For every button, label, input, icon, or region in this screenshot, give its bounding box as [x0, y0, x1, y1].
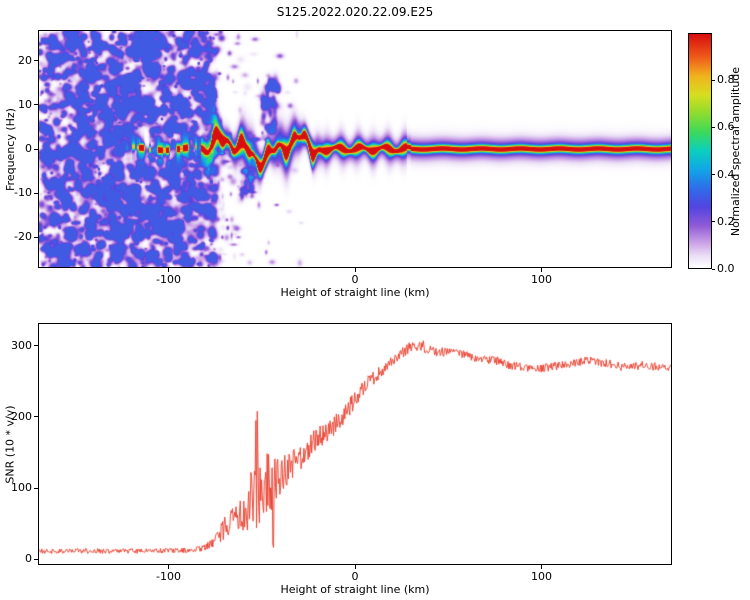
colorbar-tick-label: 0.2: [717, 214, 735, 228]
x-tick: [540, 268, 542, 272]
y-tick: [34, 487, 38, 489]
bottom-xlabel: Height of straight line (km): [280, 583, 430, 596]
x-tick-label: -100: [156, 273, 181, 286]
x-tick-label: 0: [351, 570, 359, 583]
x-tick-label: 100: [530, 570, 552, 583]
y-tick-label: 300: [11, 338, 32, 352]
y-tick: [34, 345, 38, 347]
top-xlabel: Height of straight line (km): [280, 286, 430, 299]
spectrogram-canvas: [39, 31, 671, 267]
x-tick: [540, 565, 542, 569]
y-tick: [34, 148, 38, 150]
y-tick-label: 200: [11, 409, 32, 423]
x-tick: [354, 268, 356, 272]
colorbar-tick-label: 0.0: [717, 262, 735, 275]
colorbar-tick: [712, 126, 715, 128]
y-tick-label: 0: [25, 142, 32, 155]
colorbar-label: Normalized spectral amplitude: [729, 66, 743, 236]
x-tick-label: 0: [351, 273, 359, 286]
colorbar-tick-label: 0.8: [717, 73, 735, 87]
y-tick: [34, 60, 38, 62]
y-tick-label: 100: [11, 481, 32, 495]
x-tick: [354, 565, 356, 569]
colorbar-tick: [712, 174, 715, 176]
y-tick-label: 20: [18, 53, 32, 67]
x-tick-label: 100: [530, 273, 552, 286]
colorbar-tick: [712, 268, 715, 270]
x-tick: [168, 565, 170, 569]
x-tick-label: -100: [156, 570, 181, 583]
y-tick-label: -10: [14, 186, 32, 200]
y-tick: [34, 558, 38, 560]
snr-canvas: [39, 324, 671, 564]
colorbar-canvas: [689, 34, 711, 268]
colorbar-tick-label: 0.6: [717, 120, 735, 134]
y-tick: [34, 104, 38, 106]
y-tick-label: -20: [14, 230, 32, 244]
y-tick-label: 0: [25, 552, 32, 566]
bottom-ylabel-wrap: SNR (10 * v/v): [0, 323, 20, 565]
colorbar-tick: [712, 79, 715, 81]
y-tick: [34, 416, 38, 418]
y-tick: [34, 236, 38, 238]
colorbar-tick-label: 0.4: [717, 167, 735, 181]
y-tick-label: 10: [18, 97, 32, 111]
chart-title: S125.2022.020.22.09.E25: [276, 5, 434, 19]
colorbar-tick: [712, 221, 715, 223]
colorbar-label-wrap: Normalized spectral amplitude: [724, 33, 748, 269]
y-tick: [34, 192, 38, 194]
x-tick: [168, 268, 170, 272]
